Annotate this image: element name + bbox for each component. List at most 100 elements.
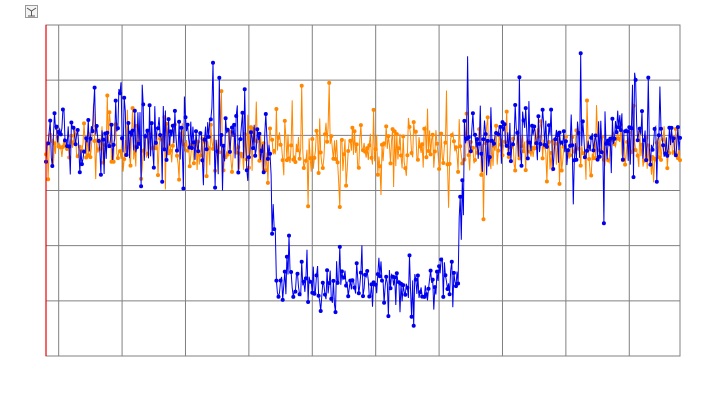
data-point <box>227 149 232 154</box>
data-point <box>479 151 484 156</box>
data-point <box>299 83 304 88</box>
data-point <box>156 173 160 178</box>
data-point <box>656 133 661 138</box>
data-point <box>654 179 659 184</box>
data-point <box>532 124 537 129</box>
data-point <box>316 171 321 175</box>
data-point <box>335 160 340 165</box>
data-point <box>498 124 503 129</box>
data-point <box>437 264 442 269</box>
data-point <box>415 273 420 278</box>
chart-toolbar-icon[interactable] <box>25 5 38 18</box>
data-point <box>198 131 203 136</box>
data-point <box>276 294 281 299</box>
data-point <box>303 158 308 163</box>
data-point <box>153 146 158 151</box>
data-point <box>521 118 526 123</box>
data-point <box>215 149 220 154</box>
data-point <box>665 153 670 158</box>
data-point <box>265 156 270 161</box>
data-point <box>94 124 99 128</box>
data-point <box>504 143 509 148</box>
data-point <box>470 145 475 150</box>
data-point <box>435 141 439 146</box>
data-point <box>265 180 270 185</box>
data-point <box>337 244 342 249</box>
data-point <box>597 154 602 159</box>
data-point <box>523 168 528 173</box>
data-point <box>432 285 437 290</box>
data-point <box>443 273 448 278</box>
data-point <box>485 115 490 120</box>
data-point <box>278 278 283 283</box>
data-point <box>523 106 528 111</box>
data-point <box>420 142 425 147</box>
data-point <box>637 126 642 131</box>
data-point <box>496 148 501 153</box>
data-point <box>413 129 418 134</box>
data-point <box>295 148 300 153</box>
data-point <box>435 269 439 274</box>
data-point <box>166 117 171 122</box>
data-point <box>616 125 621 130</box>
data-point <box>335 280 340 285</box>
data-point <box>468 149 473 154</box>
data-point <box>403 292 408 297</box>
data-point <box>604 141 608 146</box>
data-point <box>251 146 256 151</box>
data-point <box>494 123 499 128</box>
data-point <box>54 124 59 129</box>
data-point <box>447 161 452 166</box>
data-point <box>181 186 186 191</box>
data-point <box>263 112 268 116</box>
data-point <box>502 122 507 127</box>
data-point <box>105 93 110 98</box>
data-point <box>401 283 406 288</box>
data-point <box>333 310 338 315</box>
data-point <box>168 129 173 134</box>
data-point <box>225 152 230 157</box>
data-point <box>145 128 150 133</box>
data-point <box>137 141 141 146</box>
data-point <box>124 153 129 157</box>
data-point <box>587 157 592 161</box>
data-point <box>179 125 184 130</box>
data-point <box>582 155 587 160</box>
data-point <box>71 125 76 130</box>
data-point <box>460 178 465 183</box>
data-point <box>126 121 131 125</box>
data-point <box>79 162 84 167</box>
data-point <box>175 153 179 158</box>
data-point <box>354 261 359 266</box>
data-point <box>274 278 279 283</box>
data-point <box>593 133 598 138</box>
data-point <box>439 257 444 262</box>
data-point <box>312 155 317 160</box>
data-point <box>122 95 127 100</box>
data-point <box>407 253 412 258</box>
data-point <box>350 278 355 283</box>
data-point <box>451 139 456 144</box>
data-point <box>52 111 57 116</box>
data-point <box>337 205 342 209</box>
data-point <box>46 177 51 182</box>
data-point <box>310 137 315 141</box>
data-point <box>650 147 655 152</box>
data-point <box>86 118 91 122</box>
data-point <box>568 153 573 158</box>
data-point <box>257 131 262 136</box>
data-point <box>517 156 522 161</box>
data-point <box>563 135 568 139</box>
data-point <box>293 160 298 164</box>
data-point <box>508 159 513 164</box>
data-point <box>185 148 190 153</box>
data-point <box>473 158 477 162</box>
data-point <box>566 148 570 153</box>
data-point <box>409 151 414 155</box>
data-point <box>194 129 198 134</box>
data-point <box>318 309 323 313</box>
data-point <box>642 138 647 143</box>
data-point <box>352 129 357 134</box>
data-point <box>570 143 575 148</box>
data-point <box>308 156 313 161</box>
